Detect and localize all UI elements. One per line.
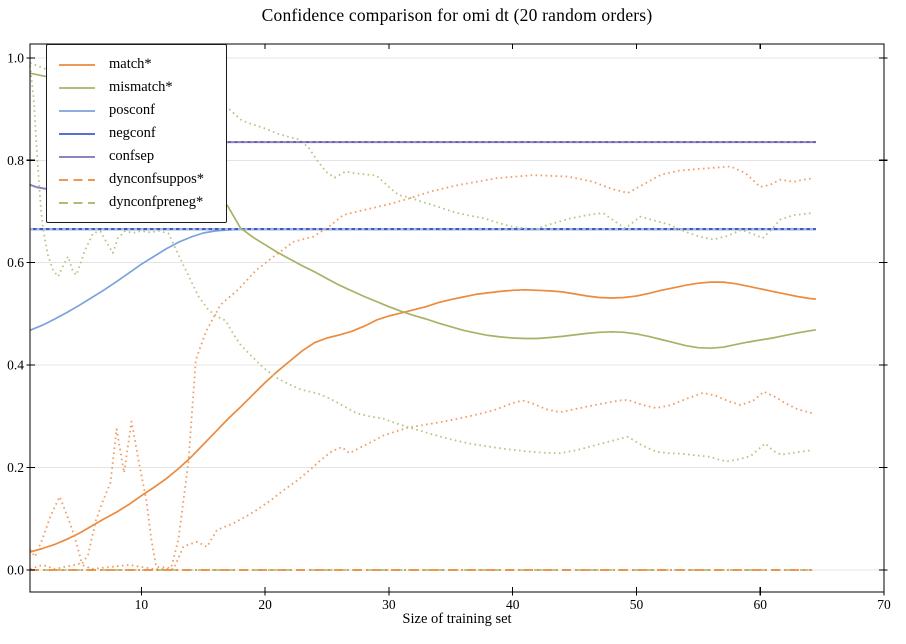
chart-title: Confidence comparison for omi dt (20 ran…: [261, 5, 653, 25]
series-posconf: [29, 228, 816, 332]
series-match_lower_band: [29, 390, 813, 570]
x-tick-label: 70: [877, 597, 891, 612]
legend-item: dynconfsuppos*: [58, 169, 220, 190]
legend-item: match*: [58, 54, 220, 75]
y-tick-label: 1.0: [7, 50, 24, 65]
plot-frame: [29, 43, 885, 593]
x-tick-label: 50: [630, 597, 644, 612]
legend-item-label: posconf: [109, 102, 155, 118]
legend-sample-line: [59, 109, 95, 112]
legend-item-label: match*: [109, 56, 152, 72]
legend-item: confsep: [58, 146, 220, 167]
legend-item-label: dynconfpreneg*: [109, 194, 204, 210]
legend-sample-line: [59, 178, 95, 181]
x-tick-label: 30: [382, 597, 396, 612]
legend-item: posconf: [58, 100, 220, 121]
y-tick-label: 0.6: [7, 255, 24, 270]
y-tick-label: 0.8: [7, 153, 24, 168]
x-tick-label: 40: [506, 597, 520, 612]
series-match_upper_band: [29, 165, 814, 569]
y-tick-label: 0.2: [7, 460, 24, 475]
legend-item-label: mismatch*: [109, 79, 173, 95]
legend-item: mismatch*: [58, 77, 220, 98]
x-tick-label: 10: [135, 597, 149, 612]
legend-item-label: confsep: [109, 148, 155, 164]
y-tick-label: 0.4: [7, 358, 24, 373]
legend-sample-line: [59, 86, 95, 89]
x-tick-label: 20: [258, 597, 272, 612]
legend-sample-line: [59, 201, 95, 204]
series-mismatch: [29, 72, 817, 350]
legend-sample-line: [59, 63, 95, 66]
legend: match* mismatch* posconf negconf confsep dync…: [46, 44, 227, 223]
series-match: [29, 281, 816, 553]
y-tick-label: 0.0: [7, 562, 24, 577]
x-axis-label: Size of training set: [402, 611, 512, 627]
legend-item-label: dynconfsuppos*: [109, 171, 205, 187]
legend-item: negconf: [58, 123, 220, 144]
legend-sample-line: [59, 132, 95, 135]
legend-item-label: negconf: [109, 125, 156, 141]
legend-item: dynconfpreneg*: [58, 192, 220, 213]
x-tick-label: 60: [753, 597, 767, 612]
legend-sample-line: [59, 155, 95, 158]
